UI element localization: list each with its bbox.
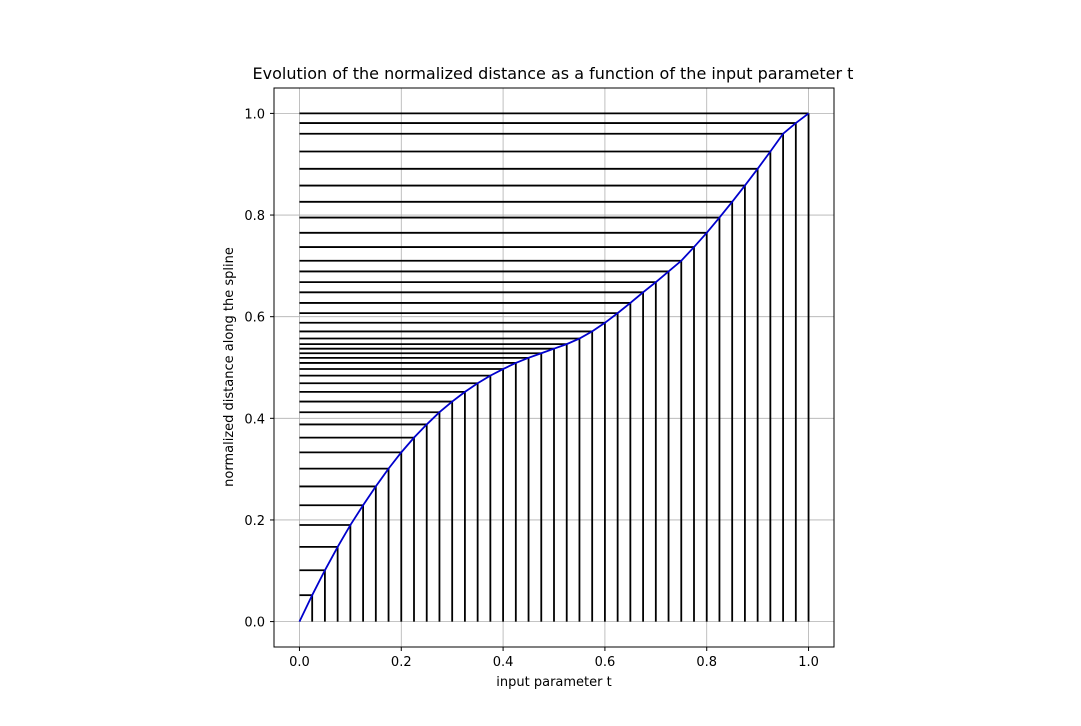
series-group <box>298 112 810 622</box>
x-tick-label: 1.0 <box>798 655 819 670</box>
y-tick-label: 0.8 <box>244 209 265 224</box>
chart-title: Evolution of the normalized distance as … <box>253 64 854 83</box>
x-tick-label: 0.6 <box>595 655 616 670</box>
y-tick-label: 0.4 <box>244 412 265 427</box>
x-tick-label: 0.8 <box>696 655 717 670</box>
ticks: 0.0 0.2 0.4 0.6 0.8 1.0 0.0 0.2 0.4 0.6 0.8 1.0 <box>244 107 819 670</box>
y-tick-label: 0.2 <box>244 514 265 529</box>
plot-frame <box>273 87 835 648</box>
y-tick-label: 0.0 <box>244 616 265 631</box>
y-tick-label: 0.6 <box>244 311 265 326</box>
series-line <box>298 112 810 622</box>
x-tick-label: 0.4 <box>493 655 514 670</box>
stems <box>299 112 810 622</box>
y-axis-label: normalized distance along the spline <box>222 247 237 487</box>
x-tick-label: 0.2 <box>391 655 412 670</box>
x-tick-label: 0.0 <box>289 655 310 670</box>
x-axis-label: input parameter t <box>496 675 611 690</box>
y-tick-label: 1.0 <box>244 107 265 122</box>
